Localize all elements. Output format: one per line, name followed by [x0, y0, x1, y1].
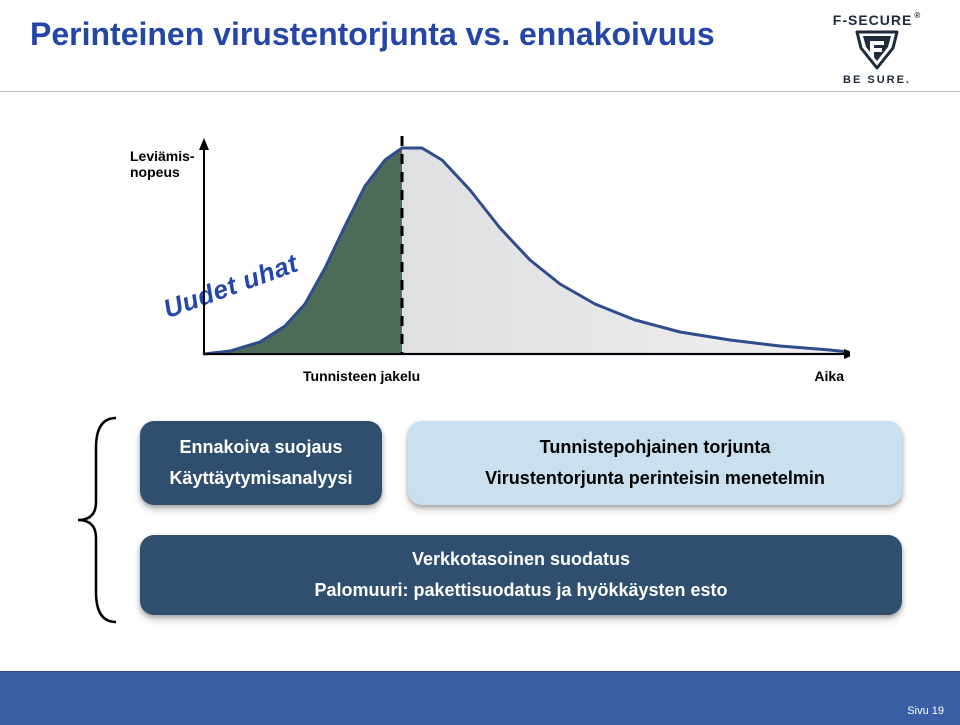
brand-name: F-SECURE ® [822, 12, 932, 28]
signature-box: Tunnistepohjainen torjunta Virustentorju… [408, 421, 902, 505]
signature-title: Tunnistepohjainen torjunta [426, 437, 884, 458]
page-title: Perinteinen virustentorjunta vs. ennakoi… [30, 16, 715, 53]
content: Leviämis- nopeus Uudet uhat [40, 106, 920, 671]
chart-svg [130, 136, 850, 386]
spread-curve-chart [130, 136, 850, 386]
body: Leviämis- nopeus Uudet uhat [0, 92, 960, 671]
footer: Sivu 19 [0, 671, 960, 725]
shield-icon [853, 30, 901, 70]
boxes-group: Ennakoiva suojaus Käyttäytymisanalyysi T… [58, 421, 902, 615]
header: Perinteinen virustentorjunta vs. ennakoi… [0, 0, 960, 92]
page-number: Sivu 19 [907, 705, 944, 717]
slide: Perinteinen virustentorjunta vs. ennakoi… [0, 0, 960, 725]
network-subtitle: Palomuuri: pakettisuodatus ja hyökkäyste… [158, 580, 884, 601]
brand-logo: F-SECURE ® BE SURE. [822, 12, 932, 86]
proactive-box: Ennakoiva suojaus Käyttäytymisanalyysi [140, 421, 382, 505]
network-title: Verkkotasoinen suodatus [158, 549, 884, 570]
proactive-subtitle: Käyttäytymisanalyysi [158, 468, 364, 489]
brand-text: F-SECURE [833, 12, 913, 28]
network-box: Verkkotasoinen suodatus Palomuuri: paket… [140, 535, 902, 615]
registered-icon: ® [914, 12, 921, 20]
boxes-row: Ennakoiva suojaus Käyttäytymisanalyysi T… [140, 421, 902, 505]
proactive-title: Ennakoiva suojaus [158, 437, 364, 458]
x-axis-label: Aika [814, 368, 844, 384]
signature-subtitle: Virustentorjunta perinteisin menetelmin [426, 468, 884, 489]
brand-tagline: BE SURE. [822, 74, 932, 86]
divider-label: Tunnisteen jakelu [303, 368, 420, 384]
